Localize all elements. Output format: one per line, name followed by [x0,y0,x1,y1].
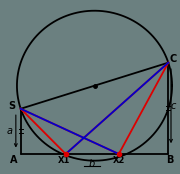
Text: b: b [89,159,95,169]
Text: a: a [7,125,13,136]
Text: X1: X1 [58,156,70,165]
Text: B: B [166,155,174,165]
Text: X2: X2 [113,156,125,165]
Text: S: S [8,101,15,111]
Text: C: C [169,54,176,64]
Text: A: A [10,155,17,165]
Text: c: c [171,101,176,111]
